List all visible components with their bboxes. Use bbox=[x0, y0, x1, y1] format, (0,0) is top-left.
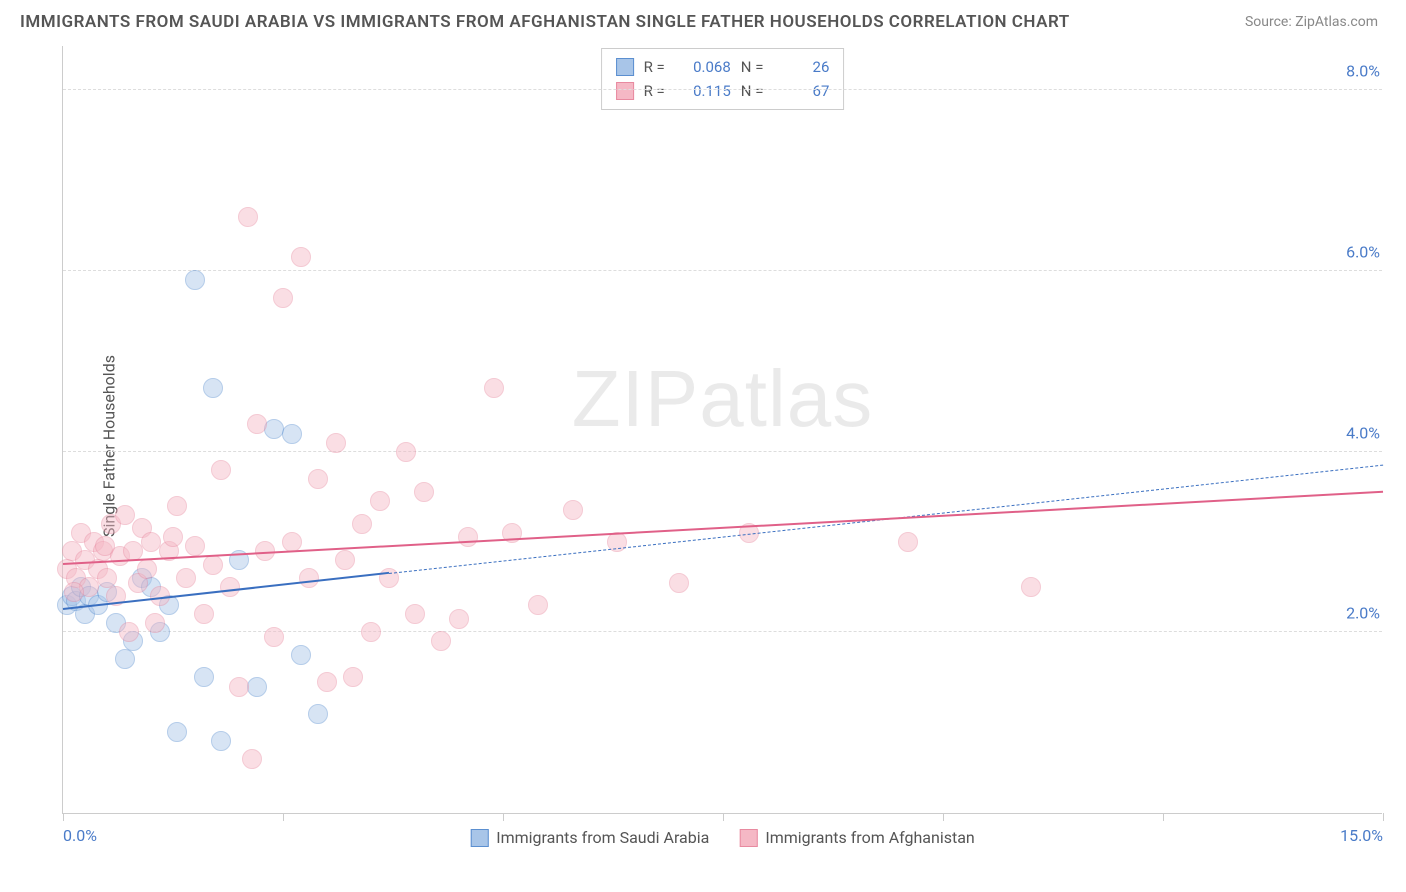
stat-n-value: 67 bbox=[773, 79, 829, 103]
data-point bbox=[669, 573, 689, 593]
legend-swatch bbox=[616, 82, 634, 100]
data-point bbox=[414, 482, 434, 502]
x-tick-label: 15.0% bbox=[1340, 826, 1383, 845]
data-point bbox=[449, 609, 469, 629]
data-point bbox=[335, 550, 355, 570]
trend-line bbox=[63, 490, 1383, 564]
data-point bbox=[203, 555, 223, 575]
data-point bbox=[291, 247, 311, 267]
data-point bbox=[361, 622, 381, 642]
x-tick bbox=[283, 813, 284, 821]
data-point bbox=[247, 677, 267, 697]
data-point bbox=[176, 568, 196, 588]
legend-label: Immigrants from Saudi Arabia bbox=[496, 828, 709, 847]
data-point bbox=[282, 532, 302, 552]
data-point bbox=[220, 577, 240, 597]
x-tick bbox=[723, 813, 724, 821]
stat-legend-row: R = 0.068 N = 26 bbox=[616, 55, 830, 79]
x-tick bbox=[1163, 813, 1164, 821]
data-point bbox=[115, 505, 135, 525]
data-point bbox=[242, 749, 262, 769]
data-point bbox=[484, 378, 504, 398]
data-point bbox=[308, 704, 328, 724]
legend-swatch bbox=[616, 58, 634, 76]
x-tick bbox=[63, 813, 64, 821]
stat-legend-row: R = 0.115 N = 67 bbox=[616, 79, 830, 103]
gridline bbox=[63, 270, 1382, 271]
data-point bbox=[317, 672, 337, 692]
data-point bbox=[238, 207, 258, 227]
legend-item: Immigrants from Saudi Arabia bbox=[470, 828, 709, 847]
data-point bbox=[97, 568, 117, 588]
data-point bbox=[211, 731, 231, 751]
data-point bbox=[247, 414, 267, 434]
data-point bbox=[95, 536, 115, 556]
data-point bbox=[119, 622, 139, 642]
data-point bbox=[431, 631, 451, 651]
data-point bbox=[370, 491, 390, 511]
data-point bbox=[264, 627, 284, 647]
data-point bbox=[229, 677, 249, 697]
data-point bbox=[308, 469, 328, 489]
stat-n-label: N = bbox=[741, 55, 764, 79]
data-point bbox=[282, 424, 302, 444]
gridline bbox=[63, 451, 1382, 452]
data-point bbox=[405, 604, 425, 624]
legend-swatch bbox=[470, 829, 488, 847]
data-point bbox=[326, 433, 346, 453]
data-point bbox=[299, 568, 319, 588]
y-tick-label: 8.0% bbox=[1342, 62, 1384, 81]
x-tick bbox=[943, 813, 944, 821]
data-point bbox=[163, 527, 183, 547]
data-point bbox=[1021, 577, 1041, 597]
y-tick-label: 2.0% bbox=[1342, 604, 1384, 623]
data-point bbox=[194, 604, 214, 624]
y-tick-label: 6.0% bbox=[1342, 242, 1384, 261]
data-point bbox=[898, 532, 918, 552]
gridline bbox=[63, 631, 1382, 632]
data-point bbox=[115, 649, 135, 669]
data-point bbox=[64, 582, 84, 602]
data-point bbox=[185, 536, 205, 556]
stat-r-label: R = bbox=[644, 55, 665, 79]
legend-swatch bbox=[739, 829, 757, 847]
legend-label: Immigrants from Afghanistan bbox=[765, 828, 974, 847]
stat-r-label: R = bbox=[644, 79, 665, 103]
stat-n-label: N = bbox=[741, 79, 764, 103]
data-point bbox=[396, 442, 416, 462]
data-point bbox=[291, 645, 311, 665]
series-legend: Immigrants from Saudi Arabia Immigrants f… bbox=[470, 828, 975, 847]
data-point bbox=[167, 722, 187, 742]
data-point bbox=[211, 460, 231, 480]
watermark: ZIPatlas bbox=[572, 353, 873, 445]
data-point bbox=[185, 270, 205, 290]
x-tick-label: 0.0% bbox=[63, 826, 97, 845]
source-label: Source: ZipAtlas.com bbox=[1245, 14, 1378, 30]
stat-r-value: 0.068 bbox=[675, 55, 731, 79]
data-point bbox=[563, 500, 583, 520]
data-point bbox=[203, 378, 223, 398]
stat-legend: R = 0.068 N = 26 R = 0.115 N = 67 bbox=[601, 48, 845, 110]
data-point bbox=[528, 595, 548, 615]
data-point bbox=[194, 667, 214, 687]
data-point bbox=[273, 288, 293, 308]
scatter-plot: ZIPatlas R =0.068N =26R =0.115N =67 Immi… bbox=[62, 46, 1382, 814]
data-point bbox=[379, 568, 399, 588]
data-point bbox=[352, 514, 372, 534]
x-tick bbox=[503, 813, 504, 821]
chart-title: IMMIGRANTS FROM SAUDI ARABIA VS IMMIGRAN… bbox=[20, 12, 1070, 32]
data-point bbox=[458, 527, 478, 547]
data-point bbox=[145, 613, 165, 633]
stat-n-value: 26 bbox=[773, 55, 829, 79]
y-tick-label: 4.0% bbox=[1342, 423, 1384, 442]
legend-item: Immigrants from Afghanistan bbox=[739, 828, 974, 847]
stat-r-value: 0.115 bbox=[675, 79, 731, 103]
data-point bbox=[137, 559, 157, 579]
data-point bbox=[343, 667, 363, 687]
data-point bbox=[167, 496, 187, 516]
x-tick bbox=[1383, 813, 1384, 821]
gridline bbox=[63, 89, 1382, 90]
